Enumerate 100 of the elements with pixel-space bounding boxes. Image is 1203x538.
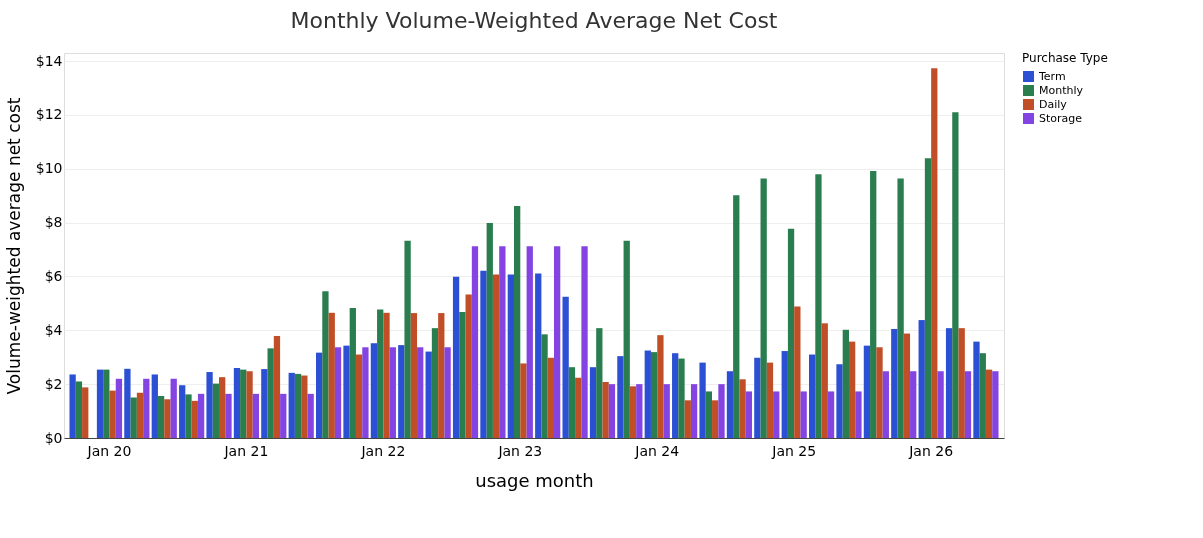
y-tick-label: $8 bbox=[44, 214, 63, 231]
legend-title: Purchase Type bbox=[1022, 51, 1108, 65]
bar bbox=[480, 270, 487, 438]
bar bbox=[766, 362, 774, 438]
bar bbox=[404, 240, 411, 438]
bar bbox=[937, 371, 944, 438]
bar bbox=[288, 372, 295, 438]
bar bbox=[459, 312, 466, 438]
legend-label: Term bbox=[1038, 69, 1066, 83]
x-tick-label: Jan 26 bbox=[908, 442, 954, 459]
bar bbox=[636, 384, 643, 438]
bar bbox=[246, 371, 253, 438]
legend-label: Monthly bbox=[1039, 83, 1084, 97]
bar bbox=[322, 291, 329, 438]
bar bbox=[781, 351, 788, 438]
bar bbox=[273, 335, 281, 438]
bar bbox=[438, 313, 445, 438]
bar bbox=[821, 323, 828, 438]
bar bbox=[185, 394, 192, 438]
bar bbox=[760, 178, 767, 438]
bar bbox=[370, 343, 378, 438]
bar bbox=[979, 353, 986, 438]
bar bbox=[733, 195, 740, 438]
bar bbox=[362, 347, 369, 438]
bar bbox=[712, 400, 719, 438]
bar bbox=[410, 313, 418, 438]
bar bbox=[547, 357, 554, 438]
bar bbox=[130, 397, 137, 438]
bar bbox=[726, 371, 734, 438]
bar bbox=[848, 341, 856, 438]
bar bbox=[431, 328, 439, 438]
y-tick-label: $4 bbox=[44, 321, 63, 338]
bar bbox=[526, 246, 533, 438]
bar bbox=[568, 367, 576, 438]
bar bbox=[617, 356, 624, 438]
bar bbox=[985, 369, 993, 438]
bar bbox=[69, 374, 76, 438]
y-tick-label: $0 bbox=[44, 429, 63, 446]
bar bbox=[690, 384, 698, 438]
bar bbox=[471, 246, 479, 438]
bar bbox=[745, 391, 753, 438]
bar bbox=[343, 345, 350, 438]
legend-label: Daily bbox=[1039, 97, 1068, 111]
bar bbox=[280, 393, 287, 438]
bar bbox=[115, 378, 123, 438]
chart-title: Monthly Volume-Weighted Average Net Cost bbox=[290, 8, 778, 33]
bar bbox=[267, 348, 274, 438]
bar bbox=[739, 379, 746, 438]
bar bbox=[855, 391, 862, 438]
y-tick-label: $2 bbox=[44, 375, 63, 392]
bar bbox=[157, 396, 165, 438]
bar bbox=[389, 347, 396, 438]
bar bbox=[383, 312, 390, 438]
bar bbox=[398, 345, 405, 438]
bar bbox=[124, 368, 131, 438]
bar bbox=[657, 335, 664, 438]
bar bbox=[672, 353, 679, 438]
x-tick-label: Jan 22 bbox=[360, 442, 406, 459]
bar bbox=[225, 393, 232, 438]
bar bbox=[910, 371, 917, 438]
bar bbox=[842, 329, 849, 438]
bar bbox=[918, 320, 925, 438]
bar bbox=[170, 378, 177, 438]
bar bbox=[377, 309, 384, 438]
y-tick-label: $6 bbox=[44, 267, 63, 284]
x-tick-label: Jan 24 bbox=[634, 442, 680, 459]
bar bbox=[355, 354, 363, 438]
bar bbox=[191, 400, 198, 438]
bar bbox=[179, 385, 186, 438]
bar bbox=[827, 391, 835, 438]
bar bbox=[103, 369, 110, 438]
bar bbox=[952, 112, 959, 438]
bar bbox=[206, 372, 213, 438]
bar bbox=[143, 378, 150, 438]
bar bbox=[136, 392, 144, 438]
bar bbox=[75, 381, 83, 438]
bar bbox=[684, 400, 691, 438]
bar bbox=[787, 228, 795, 438]
bar bbox=[718, 384, 725, 438]
bar bbox=[808, 354, 816, 438]
bar bbox=[82, 387, 89, 438]
bar bbox=[486, 222, 493, 438]
bar bbox=[663, 384, 670, 438]
bar bbox=[973, 341, 980, 438]
bar bbox=[307, 393, 314, 438]
bar bbox=[589, 367, 597, 438]
bar bbox=[334, 347, 342, 438]
bar bbox=[553, 246, 561, 438]
bar bbox=[678, 358, 685, 438]
bar bbox=[815, 174, 822, 438]
bar bbox=[349, 307, 356, 438]
bar bbox=[541, 334, 548, 438]
bar bbox=[924, 158, 932, 438]
bar bbox=[773, 391, 780, 438]
bar bbox=[754, 357, 761, 438]
bar bbox=[465, 294, 472, 438]
bar bbox=[800, 391, 807, 438]
y-tick-label: $12 bbox=[35, 106, 63, 123]
bar bbox=[164, 399, 171, 438]
bar bbox=[891, 328, 898, 438]
